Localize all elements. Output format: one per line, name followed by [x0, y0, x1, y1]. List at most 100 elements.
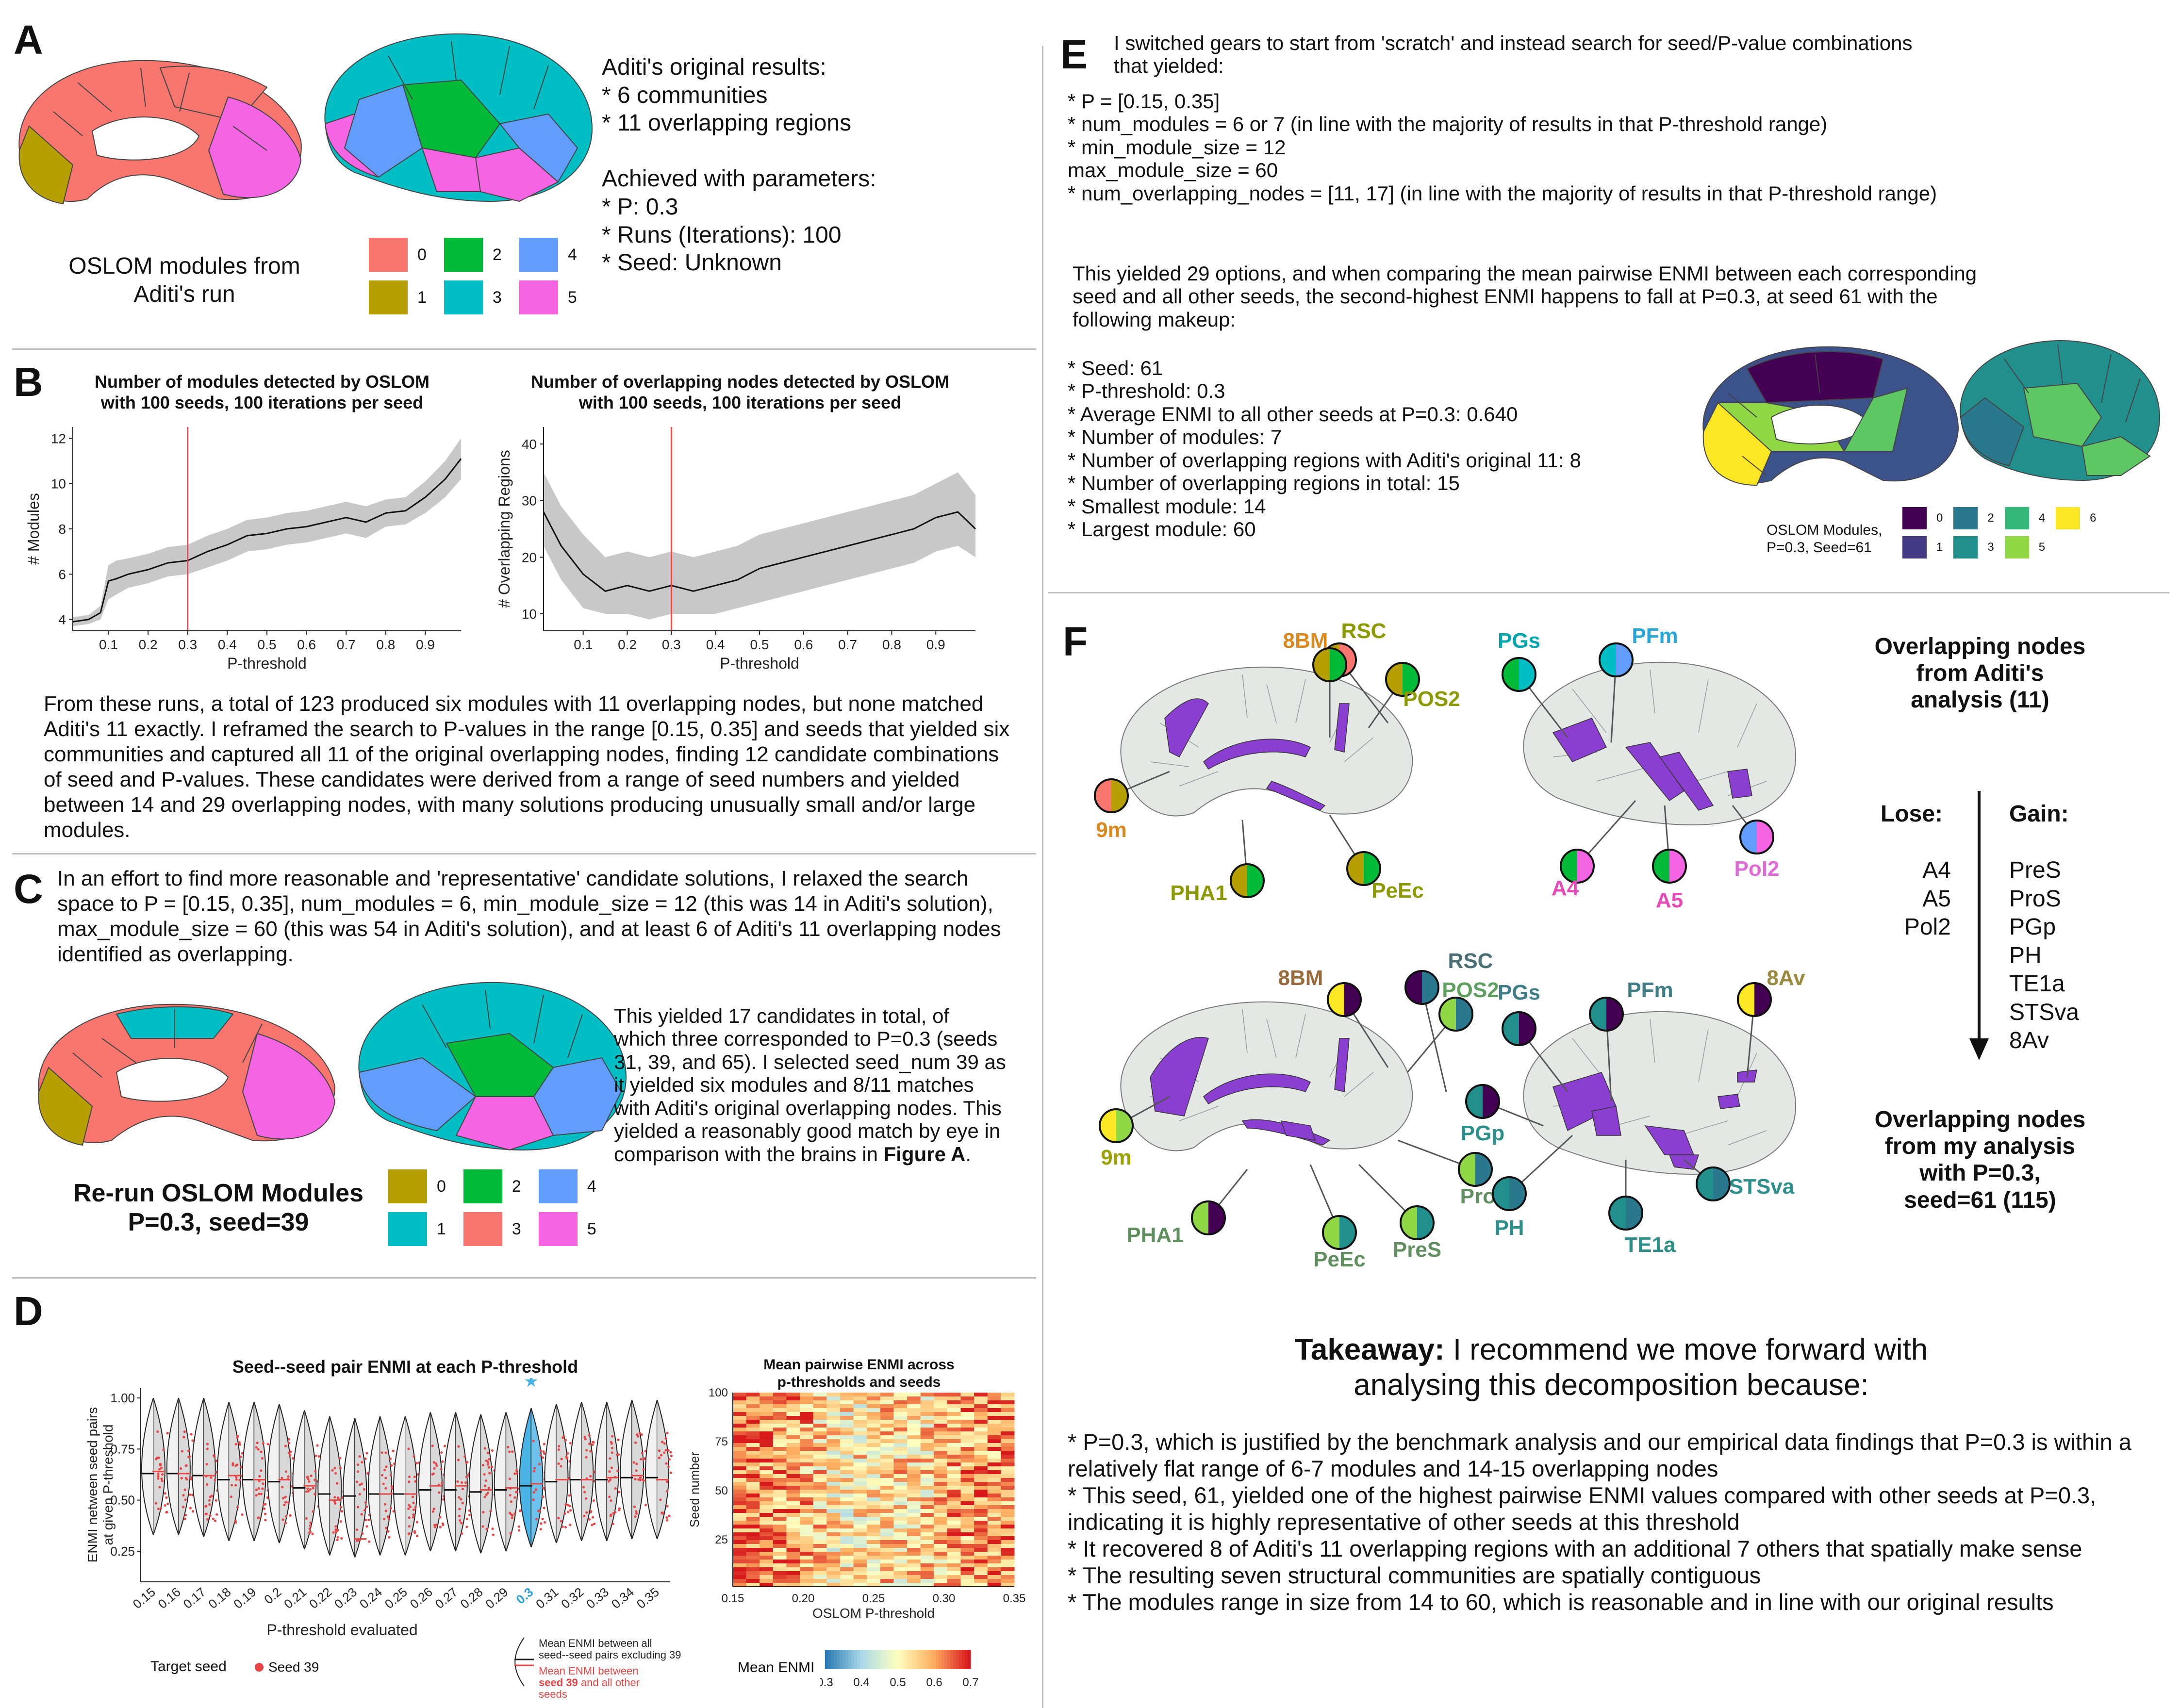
heatmap-cell — [773, 1560, 787, 1564]
heatmap-cell — [880, 1486, 894, 1490]
heatmap-cell — [786, 1486, 800, 1490]
heatmap-cell — [920, 1431, 934, 1436]
heatmap-cell — [893, 1478, 908, 1482]
heatmap-cell — [773, 1466, 787, 1471]
node-badge — [1327, 982, 1362, 1017]
heatmap-cell — [893, 1494, 908, 1498]
heatmap-cell — [987, 1408, 1001, 1412]
seed-point — [488, 1472, 491, 1475]
sulcus-line — [1266, 1018, 1277, 1058]
heatmap-cell — [934, 1424, 948, 1428]
heatmap-cell — [813, 1400, 827, 1405]
heatmap-cell — [826, 1513, 841, 1517]
heatmap-cell — [733, 1451, 747, 1455]
seed-point — [568, 1494, 571, 1497]
heatmap-cell — [786, 1416, 800, 1420]
badge-right — [1616, 643, 1633, 676]
heatmap-cell — [773, 1513, 787, 1517]
heatmap-cell — [853, 1447, 867, 1451]
heatmap-cell — [746, 1404, 760, 1409]
heatmap-cell — [867, 1556, 881, 1560]
heatmap-cell — [987, 1505, 1001, 1510]
badge-left — [1503, 1012, 1519, 1045]
heatmap-cell — [773, 1490, 787, 1494]
heatmap-cell — [786, 1443, 800, 1447]
heatmap-cell — [800, 1393, 814, 1397]
seed-point — [639, 1476, 642, 1479]
heatmap-cell — [920, 1536, 934, 1541]
heatmap-cell — [880, 1560, 894, 1564]
heatmap-cell — [746, 1556, 760, 1560]
seed-point — [440, 1481, 444, 1484]
y-axis-label: # Modules — [25, 493, 42, 565]
heatmap-cell — [746, 1435, 760, 1440]
seed-point — [614, 1511, 617, 1514]
heatmap-cell — [960, 1404, 974, 1409]
heatmap-cell — [773, 1431, 787, 1436]
seed-point — [661, 1512, 664, 1515]
heatmap-cell — [974, 1470, 988, 1475]
heatmap-cell — [960, 1490, 974, 1494]
heatmap-cell — [800, 1412, 814, 1416]
heatmap-cell — [786, 1505, 800, 1510]
violin-half-left — [191, 1397, 204, 1537]
badge-left — [1100, 1109, 1116, 1142]
seed-point — [209, 1495, 212, 1498]
panel-letter-a: A — [14, 17, 43, 63]
seed-point — [179, 1467, 182, 1470]
seed-point — [187, 1449, 190, 1452]
seed-point — [543, 1521, 546, 1524]
badge-ring — [1099, 1108, 1134, 1143]
colorbar-step — [898, 1650, 901, 1669]
heatmap-cell — [786, 1482, 800, 1486]
heatmap-cell — [907, 1393, 921, 1397]
seed-point — [585, 1497, 588, 1500]
badge-ring — [1438, 997, 1473, 1032]
heatmap-cell — [840, 1455, 854, 1459]
seed-point — [433, 1524, 436, 1527]
seed-point — [314, 1454, 317, 1457]
seed-point — [333, 1467, 336, 1470]
heatmap-cell — [880, 1396, 894, 1401]
node-badge — [1400, 1205, 1435, 1240]
y-tick-label: 4 — [58, 612, 66, 627]
heatmap-cell — [934, 1540, 948, 1544]
seed-point — [663, 1451, 666, 1454]
violin-half-left — [544, 1404, 557, 1544]
region-label: PGs — [1498, 981, 1540, 1004]
badge-right — [1475, 1153, 1492, 1186]
heatmap-cell — [907, 1428, 921, 1432]
region-label: PFm — [1632, 624, 1678, 648]
heatmap-cells — [733, 1393, 1015, 1587]
seed-point — [238, 1478, 241, 1481]
colorbar-step — [918, 1650, 922, 1669]
x-tick-label: 0.35 — [1003, 1592, 1026, 1605]
heatmap-cell — [974, 1451, 988, 1455]
sulcus-line — [1572, 689, 1607, 733]
seed-point — [642, 1458, 645, 1461]
heatmap-cell — [773, 1462, 787, 1467]
colorbar-step — [950, 1650, 954, 1669]
heatmap-cell — [813, 1408, 827, 1412]
heatmap-cell — [840, 1583, 854, 1587]
heatmap-cell — [907, 1462, 921, 1467]
colorbar-step — [904, 1650, 907, 1669]
seed-point — [509, 1532, 512, 1535]
heatmap-cell — [1001, 1579, 1015, 1583]
seed-point — [390, 1485, 393, 1488]
heatmap-cell — [974, 1567, 988, 1572]
heatmap-cell — [813, 1583, 827, 1587]
heatmap-cell — [867, 1408, 881, 1412]
heatmap-cell — [947, 1525, 961, 1529]
seed-point — [281, 1477, 283, 1479]
colorbar-step — [863, 1650, 866, 1669]
seed-point — [264, 1519, 267, 1522]
heatmap-cell — [907, 1435, 921, 1440]
heatmap-cell — [893, 1416, 908, 1420]
seed-point — [468, 1513, 471, 1516]
x-tick-label: 0.25 — [382, 1585, 410, 1612]
seed-point — [339, 1457, 342, 1460]
arrow-down-icon — [1969, 791, 1989, 1060]
heatmap-cell — [1001, 1490, 1015, 1494]
seed-point — [188, 1455, 191, 1458]
